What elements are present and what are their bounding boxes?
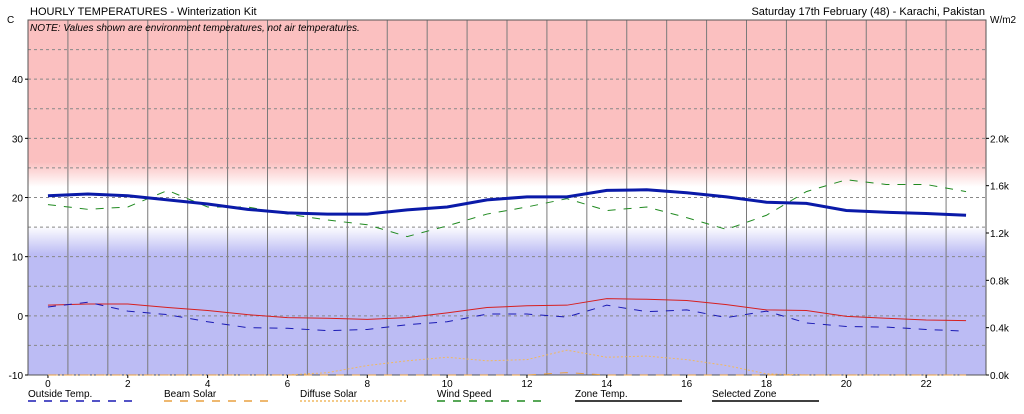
x-tick-label: 0 [45, 379, 51, 390]
y-tick-label: 10 [12, 253, 24, 264]
y2-tick-label: 0.8k [990, 276, 1010, 287]
x-tick-label: 2 [125, 379, 131, 390]
x-tick-label: 16 [681, 379, 693, 390]
series-zone-temp [47, 188, 967, 217]
x-tick-label: 4 [205, 379, 211, 390]
date-location: Saturday 17th February (48) - Karachi, P… [751, 6, 985, 18]
series-outside-temp [47, 301, 967, 332]
x-tick-label: 22 [921, 379, 933, 390]
y2-tick-label: 2.0k [990, 134, 1010, 145]
x-tick-label: 12 [521, 379, 533, 390]
legend-label: Outside Temp. [28, 389, 92, 400]
legend-label: Selected Zone [712, 389, 777, 400]
y-tick-label: 0 [17, 312, 23, 323]
y-tick-label: 20 [12, 194, 24, 205]
x-tick-label: 8 [365, 379, 371, 390]
note-text: NOTE: Values shown are environment tempe… [30, 23, 360, 34]
y2-tick-label: 1.2k [990, 229, 1010, 240]
y-tick-label: -10 [9, 371, 24, 382]
x-tick-label: 10 [442, 379, 454, 390]
chart-title: HOURLY TEMPERATURES - Winterization Kit [30, 6, 257, 18]
legend-label: Wind Speed [437, 389, 491, 400]
series [47, 179, 967, 376]
series-comfort-band [47, 298, 967, 322]
y2-tick-label: 0.0k [990, 371, 1010, 382]
series-diffuse-solar [47, 349, 967, 376]
legend-label: Beam Solar [164, 389, 217, 400]
y-tick-label: 40 [12, 75, 24, 86]
y2-tick-label: 0.4k [990, 324, 1010, 335]
y2-tick-label: 1.6k [990, 182, 1010, 193]
legend-label: Diffuse Solar [300, 389, 358, 400]
right-axis-unit: W/m2 [990, 15, 1017, 26]
axes: -10 0 10 20 30 40 0.0k 0.4k 0.8k 1.2k 1.6k 2.0k 0 2 4 6… [9, 75, 1010, 390]
x-tick-label: 6 [285, 379, 291, 390]
x-tick-label: 20 [841, 379, 853, 390]
legend: Outside Temp. Beam Solar Diffuse Solar Wind… [28, 389, 819, 402]
x-tick-label: 14 [601, 379, 613, 390]
left-axis-unit: C [7, 15, 15, 26]
x-tick-label: 18 [761, 379, 773, 390]
legend-label: Zone Temp. [575, 389, 628, 400]
y-tick-label: 30 [12, 134, 24, 145]
